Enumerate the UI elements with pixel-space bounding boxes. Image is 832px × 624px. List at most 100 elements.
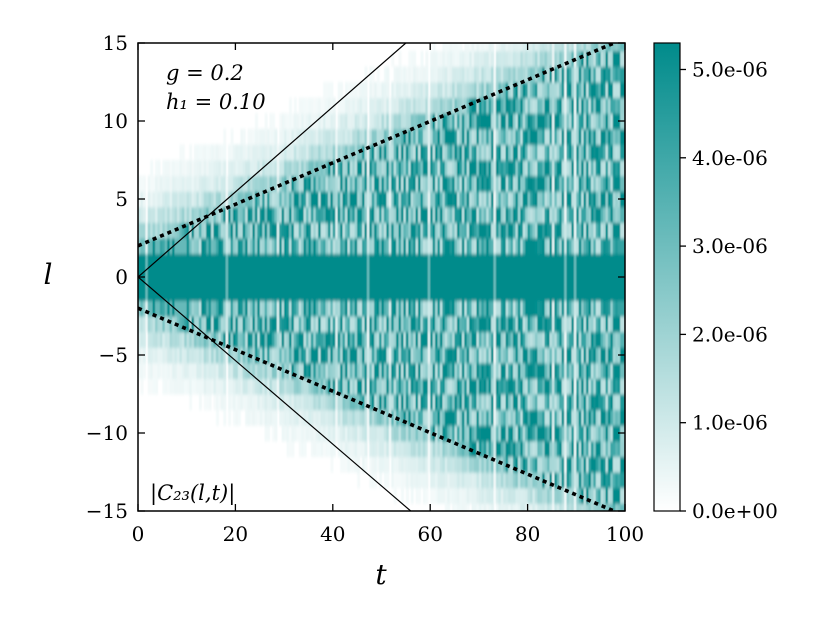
heatmap-cell bbox=[466, 144, 470, 161]
heatmap-cell bbox=[581, 331, 585, 348]
heatmap-cell bbox=[259, 253, 263, 270]
heatmap-cell bbox=[213, 347, 217, 364]
heatmap-cell bbox=[437, 128, 441, 145]
heatmap-cell bbox=[520, 128, 524, 145]
heatmap-cell bbox=[386, 144, 390, 161]
heatmap-cell bbox=[327, 206, 331, 223]
heatmap-cell bbox=[391, 347, 395, 364]
heatmap-cell bbox=[515, 362, 519, 379]
heatmap-cell bbox=[551, 331, 555, 348]
heatmap-cell bbox=[240, 394, 244, 411]
heatmap-cell bbox=[296, 362, 300, 379]
heatmap-cell bbox=[364, 300, 368, 317]
heatmap-cell bbox=[308, 160, 312, 177]
heatmap-cell bbox=[279, 222, 283, 239]
heatmap-cell bbox=[215, 331, 219, 348]
heatmap-cell bbox=[191, 175, 195, 192]
heatmap-cell bbox=[198, 394, 202, 411]
heatmap-cell bbox=[547, 238, 551, 255]
heatmap-cell bbox=[422, 316, 426, 333]
heatmap-cell bbox=[186, 269, 190, 286]
heatmap-cell bbox=[525, 238, 529, 255]
heatmap-cell bbox=[225, 300, 229, 317]
heatmap-cell bbox=[539, 191, 543, 208]
heatmap-cell bbox=[456, 206, 461, 223]
heatmap-cell bbox=[318, 316, 322, 333]
heatmap-cell bbox=[454, 144, 458, 161]
heatmap-cell bbox=[281, 206, 285, 223]
heatmap-cell bbox=[493, 440, 497, 457]
heatmap-cell bbox=[422, 128, 426, 145]
heatmap-cell bbox=[444, 238, 448, 255]
heatmap-cell bbox=[617, 456, 621, 473]
heatmap-cell bbox=[503, 269, 507, 286]
heatmap-cell bbox=[442, 487, 446, 504]
heatmap-cell bbox=[196, 238, 200, 255]
heatmap-cell bbox=[525, 66, 529, 83]
heatmap-cell bbox=[271, 222, 275, 239]
heatmap-cell bbox=[301, 425, 305, 442]
heatmap-cell bbox=[454, 378, 458, 395]
heatmap-cell bbox=[537, 269, 541, 286]
heatmap-cell bbox=[245, 144, 249, 161]
heatmap-cell bbox=[449, 269, 453, 286]
heatmap-cell bbox=[403, 144, 407, 161]
heatmap-cell bbox=[332, 269, 336, 286]
heatmap-cell bbox=[483, 487, 487, 504]
heatmap-cell bbox=[573, 222, 577, 239]
heatmap-cell bbox=[152, 331, 156, 348]
heatmap-cell bbox=[232, 191, 237, 208]
heatmap-cell bbox=[259, 347, 263, 364]
heatmap-cell bbox=[252, 284, 256, 301]
heatmap-cell bbox=[559, 456, 563, 473]
heatmap-cell bbox=[483, 300, 487, 317]
heatmap-cell bbox=[405, 175, 409, 192]
heatmap-cell bbox=[310, 284, 314, 301]
heatmap-cell bbox=[240, 316, 244, 333]
heatmap-cell bbox=[539, 394, 543, 411]
heatmap-cell bbox=[179, 300, 183, 317]
heatmap-cell bbox=[293, 316, 297, 333]
heatmap-cell bbox=[432, 238, 436, 255]
heatmap-cell bbox=[347, 191, 351, 208]
heatmap-cell bbox=[581, 206, 585, 223]
heatmap-cell bbox=[194, 191, 198, 208]
heatmap-cell bbox=[515, 300, 519, 317]
heatmap-cell bbox=[379, 238, 383, 255]
heatmap-cell bbox=[286, 331, 290, 348]
heatmap-cell bbox=[610, 440, 614, 457]
heatmap-cell bbox=[337, 128, 341, 145]
heatmap-cell bbox=[512, 175, 517, 192]
heatmap-cell bbox=[437, 97, 441, 114]
heatmap-cell bbox=[198, 331, 202, 348]
heatmap-cell bbox=[530, 316, 534, 333]
heatmap-cell bbox=[167, 160, 171, 177]
heatmap-cell bbox=[315, 113, 319, 130]
heatmap-cell bbox=[284, 269, 288, 286]
heatmap-cell bbox=[447, 300, 451, 317]
heatmap-cell bbox=[291, 128, 295, 145]
heatmap-cell bbox=[408, 440, 412, 457]
heatmap-cell bbox=[425, 269, 429, 286]
heatmap-cell bbox=[259, 160, 263, 177]
heatmap-cell bbox=[172, 222, 176, 239]
heatmap-cell bbox=[578, 331, 582, 348]
heatmap-cell bbox=[213, 160, 217, 177]
heatmap-cell bbox=[439, 253, 443, 270]
heatmap-cell bbox=[459, 284, 463, 301]
heatmap-cell bbox=[422, 82, 426, 99]
heatmap-cell bbox=[388, 362, 392, 379]
heatmap-cell bbox=[571, 191, 575, 208]
heatmap-cell bbox=[464, 300, 468, 317]
heatmap-cell bbox=[525, 43, 529, 52]
heatmap-cell bbox=[396, 472, 400, 489]
heatmap-cell bbox=[349, 191, 353, 208]
heatmap-cell bbox=[186, 331, 190, 348]
heatmap-cell bbox=[162, 206, 166, 223]
heatmap-cell bbox=[466, 472, 470, 489]
heatmap-cell bbox=[271, 347, 275, 364]
heatmap-cell bbox=[600, 362, 604, 379]
heatmap-cell bbox=[415, 222, 419, 239]
heatmap-cell bbox=[439, 66, 443, 83]
heatmap-cell bbox=[500, 222, 504, 239]
